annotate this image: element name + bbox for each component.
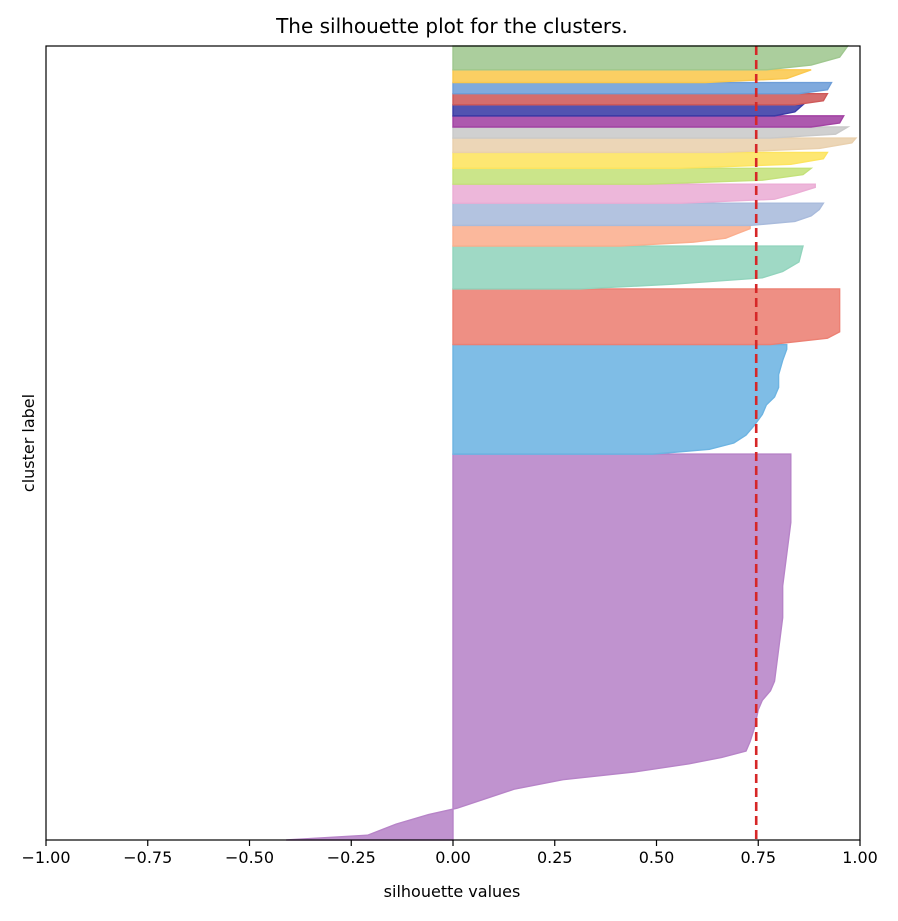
cluster-silhouette-13: [452, 92, 829, 106]
cluster-silhouette-11: [452, 115, 845, 128]
cluster-silhouette-3: [452, 245, 804, 290]
cluster-silhouette-16: [452, 45, 850, 71]
x-axis-ticks: −1.00 −0.75 −0.50 −0.25 0.00 0.25 0.50 0.75 1.00: [21, 840, 878, 867]
silhouette-bars: [286, 45, 858, 841]
cluster-silhouette-5: [452, 202, 825, 227]
cluster-silhouette-6: [452, 183, 816, 204]
x-tick-label: 1.00: [842, 848, 878, 867]
cluster-silhouette-9: [452, 137, 858, 154]
x-tick-label: −0.50: [225, 848, 274, 867]
x-tick-label: −0.25: [327, 848, 376, 867]
x-tick-label: 0.50: [639, 848, 675, 867]
x-tick-label: −0.75: [123, 848, 172, 867]
cluster-silhouette-14: [452, 81, 833, 95]
x-tick-label: 0.25: [537, 848, 573, 867]
y-axis-label: cluster label: [19, 394, 38, 492]
x-tick-label: 0.75: [740, 848, 776, 867]
cluster-silhouette-10: [452, 126, 851, 139]
cluster-silhouette-1: [452, 343, 788, 455]
cluster-silhouette-8: [452, 151, 829, 169]
x-tick-label: −1.00: [21, 848, 70, 867]
cluster-silhouette-12: [452, 104, 805, 117]
cluster-silhouette-0: [286, 453, 792, 841]
chart-title: The silhouette plot for the clusters.: [275, 14, 628, 38]
x-axis-label: silhouette values: [384, 882, 521, 901]
cluster-silhouette-4: [452, 224, 751, 247]
cluster-silhouette-2: [452, 288, 841, 346]
x-tick-label: 0.00: [435, 848, 471, 867]
cluster-silhouette-15: [452, 69, 812, 84]
